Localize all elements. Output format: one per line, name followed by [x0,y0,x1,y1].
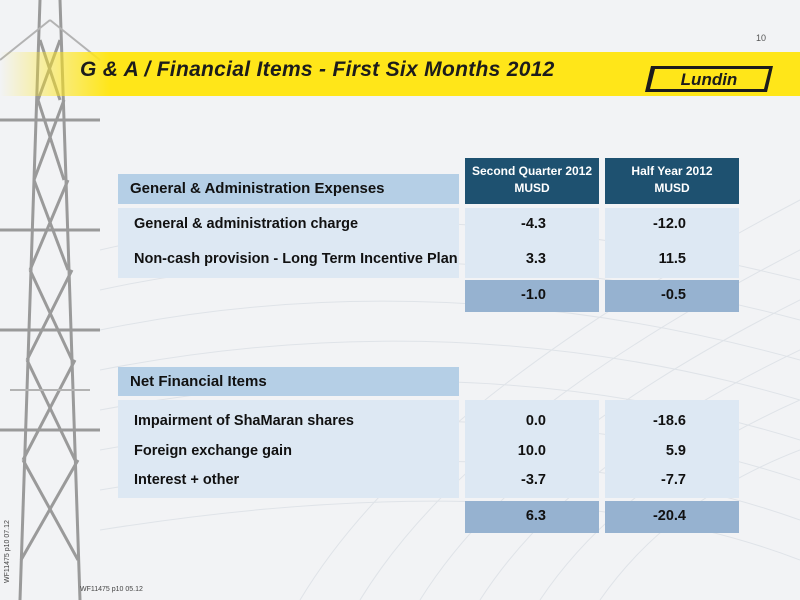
nfi-row-label: Foreign exchange gain [134,443,292,459]
nfi-row-label: Interest + other [134,472,240,488]
svg-text:Lundin: Lundin [681,70,738,89]
document-code-vertical: WF11475 p10 07.12 [4,520,11,583]
nfi-row-label: Impairment of ShaMaran shares [134,413,354,429]
nfi-hy-background [605,400,739,498]
column-header-second-quarter: Second Quarter 2012 MUSD [465,158,599,204]
lundin-logo: Lundin [645,66,773,92]
nfi-label-background [118,400,459,498]
nfi-row-hy-value: -7.7 [661,472,686,488]
ga-q2-background [465,208,599,278]
nfi-total-hy-value: -20.4 [652,508,686,524]
nfi-total-hy-cell [605,501,739,533]
ga-row-q2-value: 3.3 [525,251,546,267]
nfi-row-hy-value: -18.6 [652,413,686,429]
ga-total-q2-cell [465,280,599,312]
nfi-q2-background [465,400,599,498]
ga-row-hy-value: 11.5 [658,251,686,267]
nfi-row-q2-value: 0.0 [525,413,546,429]
section-header-nfi: Net Financial Items [118,367,459,396]
ga-row-q2-value: -4.3 [521,216,546,232]
ga-hy-background [605,208,739,278]
ga-row-hy-value: -12.0 [652,216,686,232]
column-header-line1: Half Year 2012 [631,164,713,178]
ga-row-label: Non-cash provision - Long Term Incentive… [134,251,458,267]
document-code: WF11475 p10 05.12 [80,586,143,593]
nfi-row-q2-value: 10.0 [517,443,546,459]
ga-label-background [118,208,459,278]
column-header-line2: MUSD [514,181,550,195]
ga-row-label: General & administration charge [134,216,359,232]
column-header-half-year: Half Year 2012 MUSD [605,158,739,204]
nfi-row-q2-value: -3.7 [521,472,546,488]
ga-total-q2-value: -1.0 [521,287,546,303]
column-header-line1: Second Quarter 2012 [471,164,593,178]
ga-total-hy-cell [605,280,739,312]
nfi-total-q2-cell [465,501,599,533]
section-header-ga: General & Administration Expenses [118,174,459,204]
section-header-label: General & Administration Expenses [130,180,385,197]
page-number: 10 [755,33,766,43]
column-header-line2: MUSD [654,181,690,195]
section-header-label: Net Financial Items [130,373,267,390]
page-title: G & A / Financial Items - First Six Mont… [80,58,555,81]
nfi-total-q2-value: 6.3 [525,508,546,524]
ga-total-hy-value: -0.5 [661,287,686,303]
nfi-row-hy-value: 5.9 [665,443,686,459]
